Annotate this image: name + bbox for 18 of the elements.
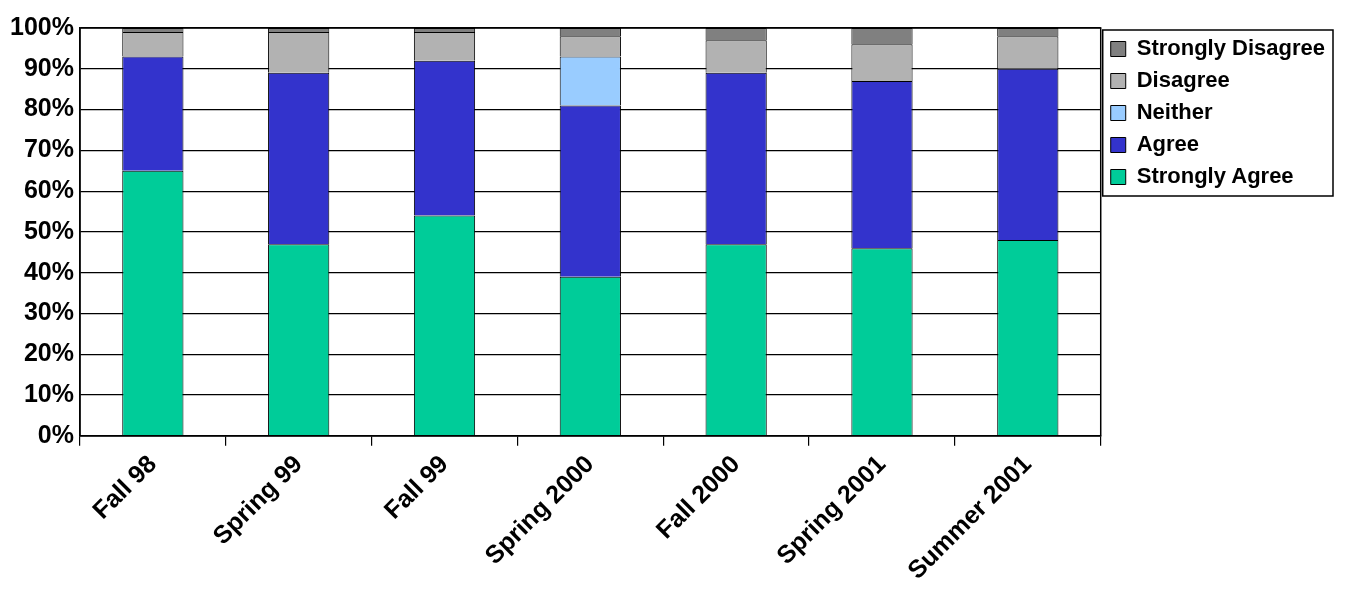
legend-label: Strongly Disagree [1136,35,1325,61]
legend-label: Disagree [1136,67,1230,93]
y-tick-label: 90% [23,52,74,81]
y-tick-label: 70% [23,134,74,163]
y-tick-label: 40% [23,256,74,285]
y-tick-label: 10% [23,378,74,407]
y-tick-label: 20% [23,338,74,367]
x-tick-label: Fall 98 [86,448,162,524]
y-tick-label: 0% [37,419,74,448]
legend-label: Agree [1136,131,1200,157]
y-tick-label: 60% [23,175,74,204]
y-tick-label: 50% [23,215,74,244]
legend-label: Neither [1136,99,1213,125]
x-tick-label: Fall 99 [378,449,453,524]
legend-label: Strongly Agree [1136,163,1294,189]
y-tick-label: 30% [23,297,74,326]
y-tick-label: 80% [23,93,74,122]
y-tick-label: 100% [9,11,74,40]
